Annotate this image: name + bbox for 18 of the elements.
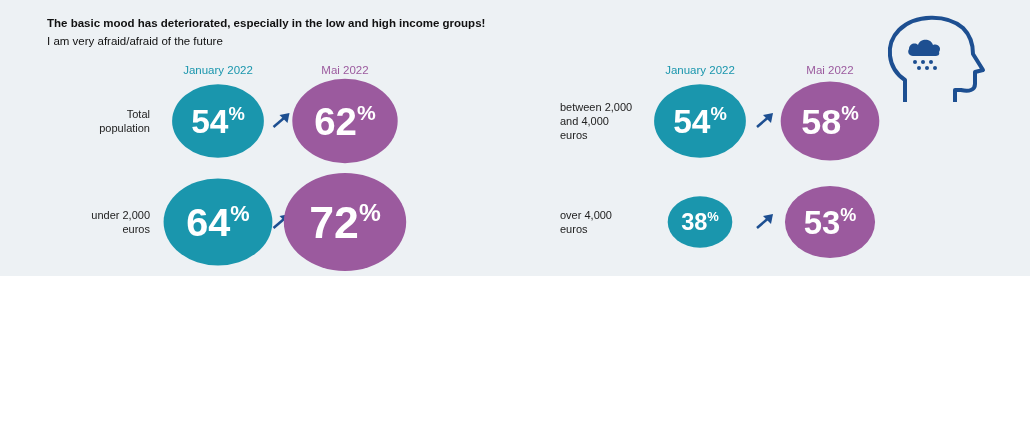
series-label: Mai 2022 (321, 64, 369, 76)
category-label: Total population (99, 108, 150, 134)
data-label: 54$^{%}$ (673, 103, 727, 141)
text: Mai 2022 (806, 64, 854, 76)
data-label: 54$^{%}$ (191, 103, 245, 141)
text: I am very afraid/afraid of the future (47, 35, 223, 47)
data-label: 58$^{%}$ (801, 100, 860, 142)
category-label: between 2,000 and 4,000 euros (560, 101, 633, 141)
data-label: 62$^{%}$ (314, 99, 376, 143)
series-label: January 2022 (183, 64, 253, 76)
data-label: 38$^{%}$ (681, 209, 720, 236)
category-label: over 4,000 euros (560, 209, 612, 235)
category-label: under 2,000 euros (91, 209, 151, 235)
data-label: 53$^{%}$ (803, 203, 857, 241)
text: January 2022 (665, 64, 735, 76)
data-label: 64$^{%}$ (186, 200, 250, 245)
data-label: 72$^{%}$ (309, 198, 381, 248)
text: The basic mood has deteriorated, especially in the low and high income groups! (47, 17, 486, 29)
